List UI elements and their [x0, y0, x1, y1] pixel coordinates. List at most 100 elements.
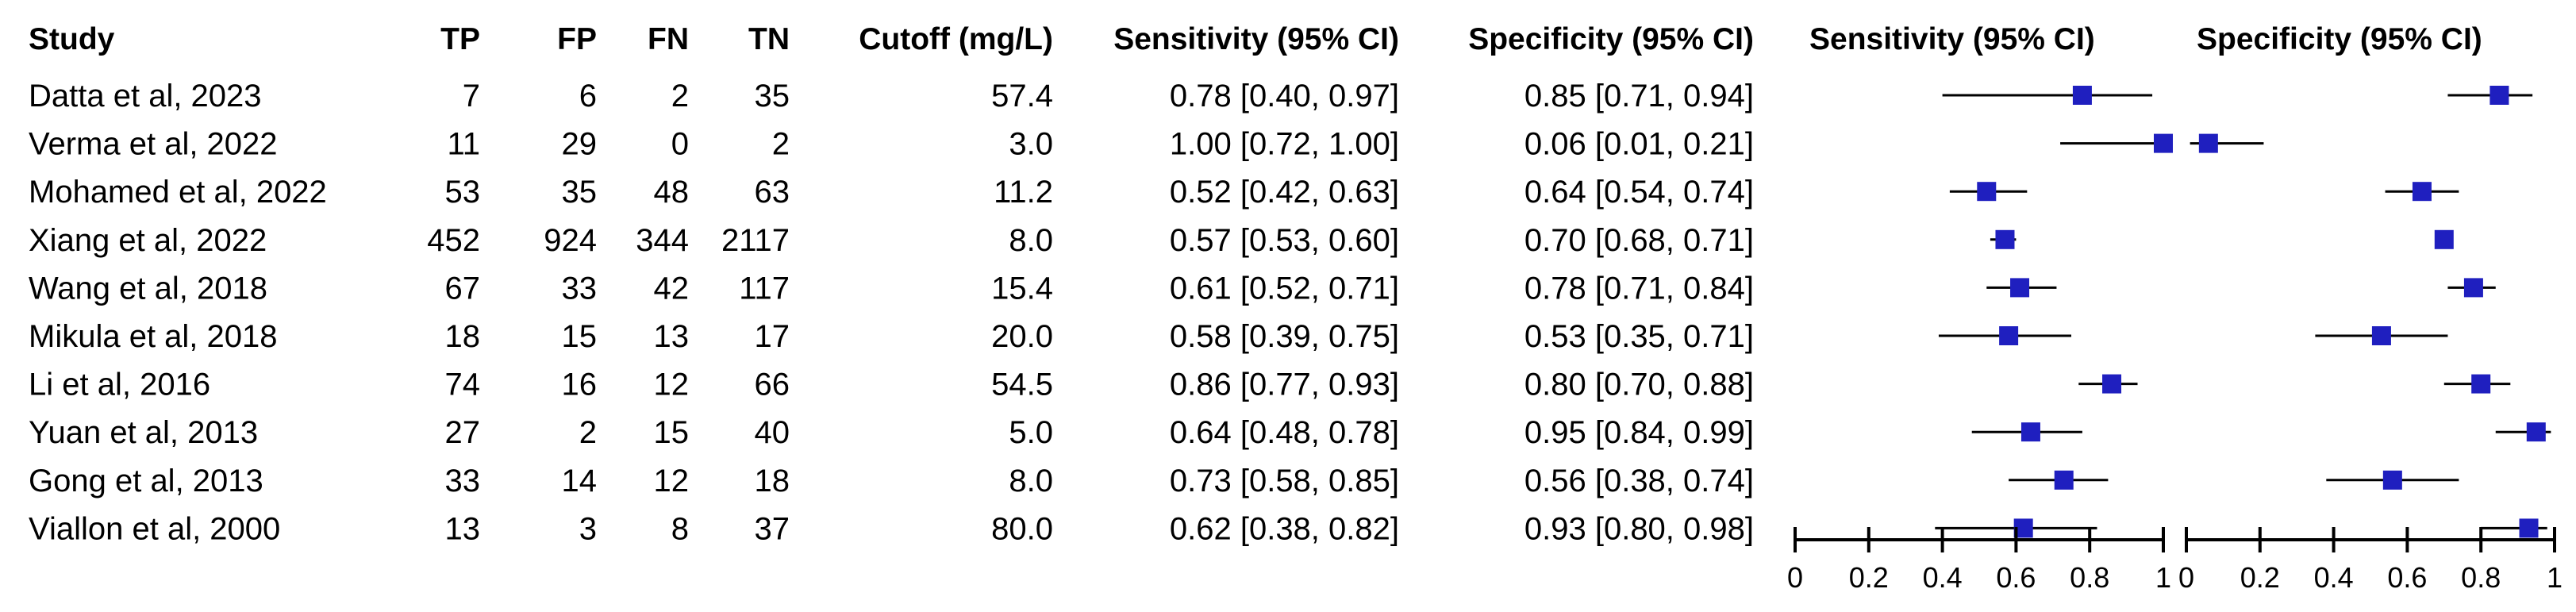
cell-study: Viallon et al, 2000 [29, 511, 280, 546]
specificity-tick-label: 0 [2178, 561, 2194, 594]
sensitivity-tick-label: 1 [2155, 561, 2171, 594]
cell-tp: 7 [463, 79, 480, 114]
table-row: Li et al, 2016 74 16 12 66 54.5 0.86 [0.77, 0.… [29, 368, 1754, 402]
specificity-point-estimate [2371, 326, 2391, 345]
sensitivity-point-estimate [2102, 374, 2122, 394]
cell-sens-text: 0.58 [0.39, 0.75] [1170, 319, 1399, 354]
cell-cutoff: 20.0 [991, 319, 1053, 354]
specificity-tick-label: 0.8 [2461, 561, 2501, 594]
cell-tp: 67 [445, 271, 481, 306]
cell-tn: 18 [755, 464, 790, 498]
cell-cutoff: 80.0 [991, 511, 1053, 546]
sensitivity-tick-label: 0 [1787, 561, 1803, 594]
header-fp: FP [557, 22, 597, 56]
specificity-tick-label: 0.2 [2240, 561, 2280, 594]
cell-tn: 117 [739, 271, 790, 306]
table-row: Gong et al, 2013 33 14 12 18 8.0 0.73 [0.58, 0… [29, 464, 1754, 498]
header-tp: TP [440, 22, 480, 56]
cell-tn: 17 [755, 319, 790, 354]
cell-spec-text: 0.93 [0.80, 0.98] [1524, 511, 1754, 546]
table-row: Wang et al, 2018 67 33 42 117 15.4 0.61 [0.52,… [29, 271, 1754, 306]
cell-tn: 37 [755, 511, 790, 546]
cell-fn: 15 [654, 415, 690, 450]
table-row: Xiang et al, 2022 452 924 344 2117 8.0 0.57 [0… [29, 223, 1754, 258]
specificity-tick-label: 1 [2547, 561, 2563, 594]
cell-spec-text: 0.06 [0.01, 0.21] [1524, 127, 1754, 162]
cell-tp: 33 [445, 464, 481, 498]
specificity-tick-label: 0.6 [2387, 561, 2427, 594]
sensitivity-tick-label: 0.8 [2070, 561, 2109, 594]
cell-cutoff: 11.2 [994, 175, 1053, 210]
cell-sens-text: 0.52 [0.42, 0.63] [1170, 175, 1399, 210]
column-headers: Study TP FP FN TN Cutoff (mg/L) Sensitiv… [29, 22, 2482, 56]
cell-spec-text: 0.53 [0.35, 0.71] [1524, 319, 1754, 354]
cell-study: Verma et al, 2022 [29, 127, 278, 162]
study-rows: Datta et al, 2023 7 6 2 35 57.4 0.78 [0.40, 0.… [29, 79, 1754, 546]
table-row: Yuan et al, 2013 27 2 15 40 5.0 0.64 [0.48, 0.… [29, 415, 1754, 450]
cell-fn: 8 [671, 511, 689, 546]
sensitivity-point-estimate [2010, 278, 2030, 298]
cell-tp: 27 [445, 415, 481, 450]
cell-tp: 13 [445, 511, 481, 546]
cell-tp: 74 [445, 368, 481, 402]
specificity-point-estimate [2471, 374, 2491, 394]
cell-sens-text: 0.86 [0.77, 0.93] [1170, 368, 1399, 402]
header-sensitivity: Sensitivity (95% CI) [1113, 22, 1399, 56]
cell-study: Wang et al, 2018 [29, 271, 267, 306]
cell-fp: 3 [579, 511, 597, 546]
cell-study: Xiang et al, 2022 [29, 223, 267, 258]
sensitivity-tick-label: 0.2 [1849, 561, 1889, 594]
cell-tn: 63 [755, 175, 790, 210]
header-cutoff: Cutoff (mg/L) [859, 22, 1053, 56]
header-plot-specificity: Specificity (95% CI) [2197, 22, 2482, 56]
cell-spec-text: 0.64 [0.54, 0.74] [1524, 175, 1754, 210]
table-row: Mohamed et al, 2022 53 35 48 63 11.2 0.52 [0.4… [29, 175, 1754, 210]
sensitivity-tick-label: 0.4 [1923, 561, 1963, 594]
cell-cutoff: 5.0 [1009, 415, 1053, 450]
sensitivity-point-estimate [2072, 86, 2092, 105]
specificity-point-estimate [2412, 182, 2432, 202]
specificity-point-estimate [2198, 133, 2218, 153]
cell-spec-text: 0.56 [0.38, 0.74] [1524, 464, 1754, 498]
specificity-point-estimate [2463, 278, 2483, 298]
cell-fn: 12 [654, 368, 690, 402]
sensitivity-point-estimate [1995, 229, 2015, 249]
forest-axes: 0 0.2 0.4 0.6 0.8 1 0 0.2 0.4 0.6 0.8 1 [1787, 527, 2563, 594]
header-fn: FN [648, 22, 689, 56]
cell-fn: 48 [654, 175, 690, 210]
cell-sens-text: 0.78 [0.40, 0.97] [1170, 79, 1399, 114]
cell-sens-text: 1.00 [0.72, 1.00] [1170, 127, 1399, 162]
sensitivity-tick-label: 0.6 [1996, 561, 2036, 594]
cell-fn: 42 [654, 271, 690, 306]
cell-fn: 344 [636, 223, 689, 258]
cell-tn: 35 [755, 79, 790, 114]
cell-sens-text: 0.64 [0.48, 0.78] [1170, 415, 1399, 450]
header-study: Study [29, 22, 115, 56]
header-specificity: Specificity (95% CI) [1468, 22, 1754, 56]
cell-spec-text: 0.70 [0.68, 0.71] [1524, 223, 1754, 258]
specificity-point-estimate [2434, 229, 2454, 249]
cell-fn: 12 [654, 464, 690, 498]
cell-tp: 18 [445, 319, 481, 354]
sensitivity-point-estimate [1999, 326, 2019, 345]
cell-fp: 33 [562, 271, 598, 306]
table-row: Datta et al, 2023 7 6 2 35 57.4 0.78 [0.40, 0.… [29, 79, 1754, 114]
header-tn: TN [748, 22, 790, 56]
cell-cutoff: 8.0 [1009, 223, 1053, 258]
cell-fp: 15 [562, 319, 598, 354]
specificity-point-estimate [2526, 422, 2546, 442]
cell-tp: 53 [445, 175, 481, 210]
cell-fp: 29 [562, 127, 598, 162]
table-row: Verma et al, 2022 11 29 0 2 3.0 1.00 [0.72, 1.… [29, 127, 1754, 162]
specificity-point-estimate [2519, 518, 2539, 538]
cell-study: Gong et al, 2013 [29, 464, 263, 498]
forest-marks [1935, 86, 2551, 538]
specificity-point-estimate [2382, 470, 2402, 490]
cell-tn: 2117 [721, 223, 790, 258]
cell-study: Mohamed et al, 2022 [29, 175, 327, 210]
cell-sens-text: 0.61 [0.52, 0.71] [1170, 271, 1399, 306]
cell-sens-text: 0.73 [0.58, 0.85] [1170, 464, 1399, 498]
cell-study: Datta et al, 2023 [29, 79, 262, 114]
cell-sens-text: 0.62 [0.38, 0.82] [1170, 511, 1399, 546]
